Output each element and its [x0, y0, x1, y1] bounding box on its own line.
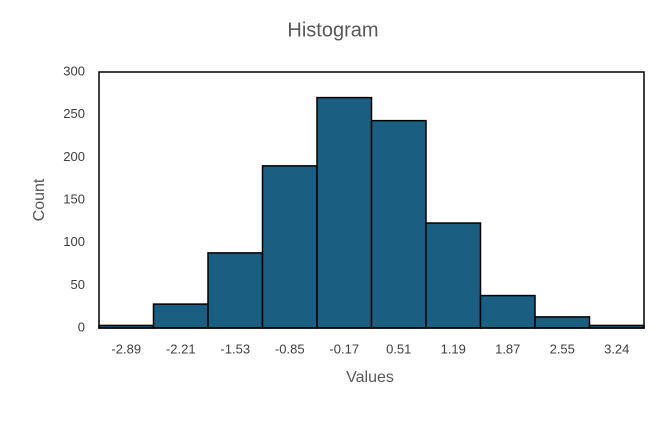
y-tick-label: 300 [63, 63, 85, 78]
y-tick-label: 200 [63, 149, 85, 164]
x-tick-label: 3.24 [604, 341, 629, 356]
x-tick-label: -2.21 [166, 341, 196, 356]
y-axis-title: Count [31, 178, 48, 221]
plot-border [98, 71, 645, 329]
x-tick-label: 1.87 [495, 341, 520, 356]
y-tick-label: 100 [63, 234, 85, 249]
bar [207, 252, 264, 329]
bar [534, 316, 591, 329]
x-tick-label: -1.53 [220, 341, 250, 356]
y-tick-label: 50 [71, 277, 85, 292]
y-tick-label: 250 [63, 106, 85, 121]
bar [261, 165, 318, 329]
bar [152, 303, 209, 329]
bar [370, 119, 427, 329]
x-tick-label: 0.51 [386, 341, 411, 356]
bar [316, 96, 373, 329]
bar [479, 294, 536, 329]
y-tick-label: 150 [63, 191, 85, 206]
bar [425, 222, 482, 329]
x-tick-label: -0.85 [275, 341, 305, 356]
chart-title: Histogram [287, 19, 378, 41]
x-tick-label: -0.17 [329, 341, 359, 356]
y-tick-label: 0 [78, 319, 85, 334]
x-tick-label: -2.89 [111, 341, 141, 356]
x-tick-label: 2.55 [550, 341, 575, 356]
x-tick-label: 1.19 [441, 341, 466, 356]
x-axis-title: Values [346, 369, 394, 386]
